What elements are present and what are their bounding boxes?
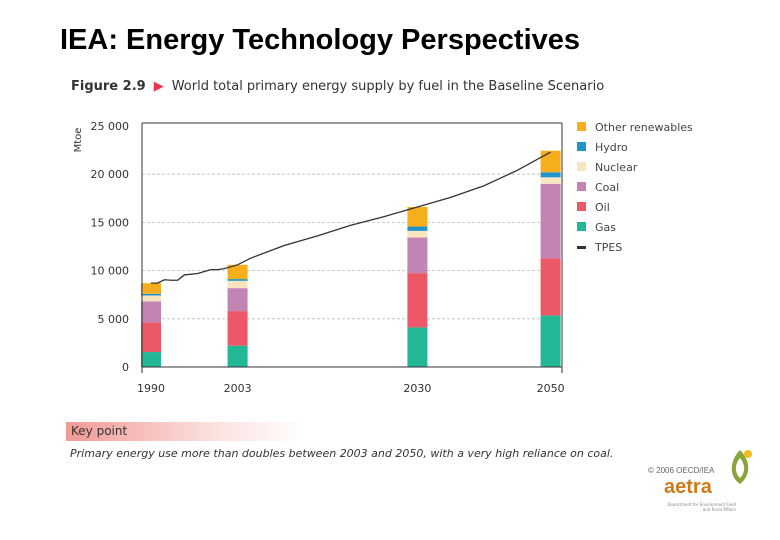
bar-hydro bbox=[540, 172, 561, 178]
key-point-label: Key point bbox=[71, 424, 128, 438]
figure-number: Figure 2.9 bbox=[71, 79, 146, 94]
legend-swatch bbox=[577, 202, 586, 211]
x-tick-label: 2050 bbox=[537, 382, 565, 395]
bar-gas bbox=[407, 327, 428, 367]
slide-title: IEA: Energy Technology Perspectives bbox=[60, 24, 581, 56]
legend-label: Coal bbox=[595, 181, 619, 194]
figure-header: Figure 2.9 ▶ World total primary energy su… bbox=[71, 79, 604, 94]
tpes-line bbox=[151, 151, 551, 284]
bar-gas bbox=[540, 315, 561, 367]
bar-other-renewables bbox=[227, 264, 248, 280]
bar-coal bbox=[540, 183, 561, 259]
key-point-text: Primary energy use more than doubles bet… bbox=[70, 447, 614, 460]
key-point-bar bbox=[66, 422, 306, 441]
logo-subtitle: Department for Environment Food and Rura… bbox=[667, 502, 736, 512]
y-tick-label: 5 000 bbox=[98, 313, 130, 326]
legend-swatch-line bbox=[577, 246, 586, 249]
y-tick-label: 0 bbox=[122, 361, 129, 374]
legend-swatch bbox=[577, 142, 586, 151]
stacked-bar-chart: 0 5 000 10 000 15 000 20 000 25 000 Mtoe 1990 20… bbox=[73, 120, 693, 395]
bar-gas bbox=[227, 345, 248, 367]
bar-oil bbox=[141, 322, 161, 353]
bar-hydro bbox=[141, 293, 161, 296]
bar-oil bbox=[407, 273, 428, 328]
y-tick-label: 20 000 bbox=[91, 168, 130, 181]
bar-other-renewables bbox=[407, 206, 428, 227]
y-tick-label: 10 000 bbox=[91, 265, 130, 278]
defra-logo: aetra bbox=[664, 476, 712, 498]
bar-coal bbox=[141, 301, 161, 323]
bar-nuclear bbox=[407, 230, 428, 238]
legend-swatch bbox=[577, 122, 586, 131]
legend-swatch bbox=[577, 222, 586, 231]
bar-coal bbox=[227, 288, 248, 312]
legend-label: Gas bbox=[595, 221, 616, 234]
bar-hydro bbox=[407, 226, 428, 231]
x-tick-label: 1990 bbox=[137, 382, 165, 395]
bar-other-renewables bbox=[141, 283, 161, 294]
leaf-logo-icon bbox=[731, 450, 752, 484]
bar-oil bbox=[227, 311, 248, 346]
x-tick-label: 2030 bbox=[403, 382, 431, 395]
triangle-icon: ▶ bbox=[153, 79, 164, 94]
y-tick-label: 25 000 bbox=[91, 120, 130, 133]
bar-nuclear bbox=[141, 295, 161, 302]
x-tick-label: 2003 bbox=[224, 382, 252, 395]
copyright: © 2006 OECD/IEA bbox=[648, 466, 715, 475]
bar-coal bbox=[407, 237, 428, 274]
legend-label: TPES bbox=[594, 241, 622, 254]
figure-caption: World total primary energy supply by fue… bbox=[171, 79, 605, 94]
legend-label: Nuclear bbox=[595, 161, 638, 174]
legend-label: Oil bbox=[595, 201, 610, 214]
bar-nuclear bbox=[227, 280, 248, 289]
legend-label: Hydro bbox=[595, 141, 628, 154]
bar-nuclear bbox=[540, 177, 561, 184]
bar-other-renewables bbox=[540, 150, 561, 173]
y-axis-label: Mtoe bbox=[73, 128, 84, 153]
bar-hydro bbox=[227, 279, 248, 281]
legend-swatch bbox=[577, 182, 586, 191]
legend-swatch bbox=[577, 162, 586, 171]
y-tick-label: 15 000 bbox=[91, 216, 130, 229]
legend-label: Other renewables bbox=[595, 121, 693, 134]
bar-gas bbox=[141, 352, 161, 367]
bar-oil bbox=[540, 258, 561, 316]
